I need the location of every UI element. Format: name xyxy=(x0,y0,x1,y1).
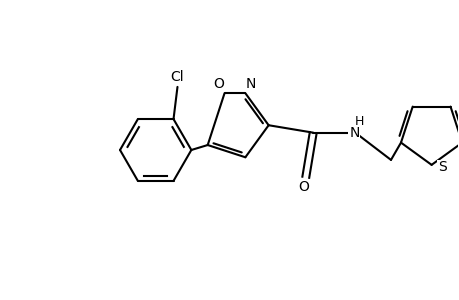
Text: Cl: Cl xyxy=(170,70,184,84)
Text: H: H xyxy=(354,115,363,128)
Text: N: N xyxy=(246,77,256,91)
Text: N: N xyxy=(348,126,359,140)
Text: O: O xyxy=(213,77,224,91)
Text: O: O xyxy=(297,180,308,194)
Text: S: S xyxy=(437,160,446,174)
